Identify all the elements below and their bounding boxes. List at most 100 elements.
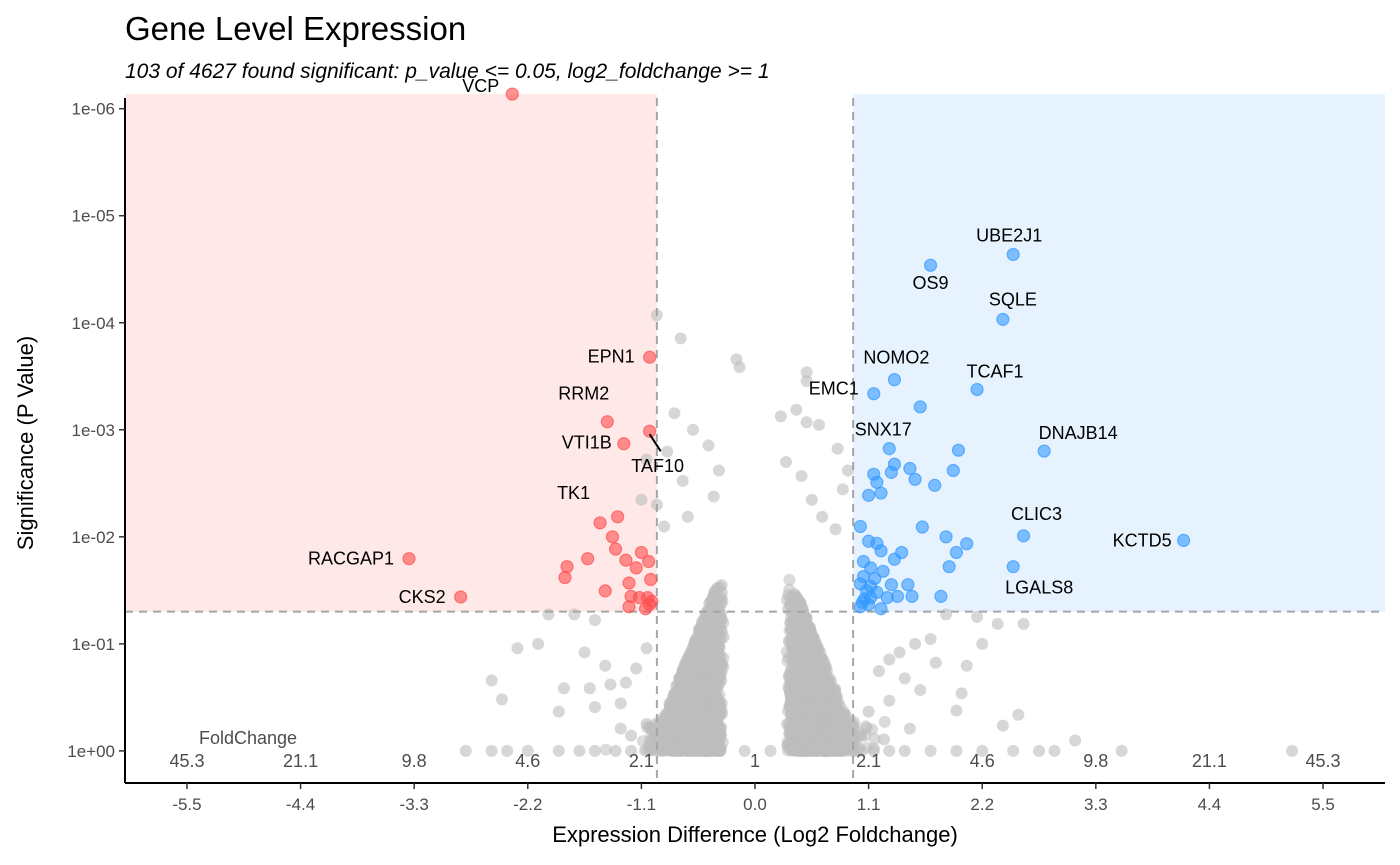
ns-point [705, 623, 718, 636]
gene-label: SQLE [989, 289, 1037, 309]
ns-point [686, 675, 699, 688]
y-tick-label: 1e-05 [72, 207, 115, 226]
foldchange-label: 45.3 [1306, 751, 1341, 771]
up-point [874, 544, 888, 558]
ns-point [1048, 744, 1061, 757]
gene-label: OS9 [913, 273, 949, 293]
down-point [634, 545, 648, 560]
ns-point [872, 665, 885, 678]
ns-point [459, 744, 472, 757]
ns-point [712, 648, 725, 661]
gene-label: NOMO2 [863, 348, 929, 368]
up-point [853, 600, 867, 614]
down-point [558, 570, 572, 585]
ns-point [614, 722, 627, 735]
ns-point [712, 464, 725, 477]
ns-point [976, 744, 989, 757]
ns-point [1286, 744, 1299, 757]
ns-point [774, 410, 787, 423]
ns-point [661, 714, 674, 727]
gene-label: DNAJB14 [1039, 423, 1118, 443]
ns-point [836, 483, 849, 496]
ns-point [764, 744, 777, 757]
ns-point [816, 510, 829, 523]
ns-point [557, 682, 570, 695]
up-point [1006, 247, 1020, 262]
down-point [560, 560, 574, 574]
up-point [862, 488, 876, 502]
ns-point [924, 632, 937, 645]
up-point [915, 520, 929, 534]
ns-point [810, 661, 823, 674]
ns-point [779, 456, 792, 469]
ns-point [996, 719, 1009, 732]
down-point [622, 576, 636, 590]
up-point [1006, 560, 1020, 574]
ns-point [619, 676, 632, 689]
y-tick-label: 1e-01 [72, 635, 115, 654]
up-point [901, 578, 915, 592]
not-significant-points [459, 309, 1299, 757]
gene-label: SNX17 [855, 420, 912, 440]
up-point [913, 400, 927, 414]
up-point [939, 530, 953, 544]
ns-point [790, 613, 803, 626]
ns-point [714, 609, 727, 622]
ns-point [658, 520, 671, 533]
ns-point [794, 744, 807, 757]
up-point [949, 545, 963, 560]
x-tick-label: -1.1 [627, 795, 656, 814]
ns-point [831, 442, 844, 455]
ns-point [803, 647, 816, 660]
y-tick-label: 1e-06 [72, 100, 115, 119]
ns-point [679, 732, 692, 745]
x-tick-label: -4.4 [286, 795, 315, 814]
ns-point [674, 684, 687, 697]
ns-point [806, 684, 819, 697]
ns-point [640, 453, 653, 466]
ns-point [588, 614, 601, 627]
up-point [880, 591, 894, 605]
ns-point [588, 701, 601, 714]
gene-label: LGALS8 [1005, 578, 1073, 598]
down-point [638, 602, 653, 616]
ns-point [797, 661, 810, 674]
foldchange-label: 2.1 [629, 751, 654, 771]
ns-point [588, 744, 601, 757]
ns-point [733, 361, 746, 374]
ns-point [708, 700, 721, 713]
up-point [1037, 444, 1051, 458]
ns-point [817, 678, 830, 691]
ns-point [878, 715, 891, 728]
ns-point [796, 727, 809, 740]
ns-point [816, 722, 829, 735]
foldchange-label: 2.1 [856, 751, 881, 771]
down-point [581, 552, 595, 566]
up-point [853, 519, 867, 534]
chart-title: Gene Level Expression [125, 10, 466, 47]
down-point [622, 600, 636, 614]
y-tick-label: 1e-03 [72, 421, 115, 440]
ns-point [699, 642, 712, 655]
ns-point [532, 637, 545, 650]
ns-point [552, 705, 565, 718]
x-tick-label: 2.2 [970, 795, 994, 814]
gene-label: TCAF1 [967, 361, 1024, 381]
significance-regions [125, 94, 1385, 612]
x-axis-title: Expression Difference (Log2 Foldchange) [552, 822, 958, 847]
ns-point [848, 716, 861, 729]
ns-point [630, 662, 643, 675]
ns-point [783, 573, 796, 586]
foldchange-label: 9.8 [402, 751, 427, 771]
x-tick-label: 1.1 [857, 795, 881, 814]
ns-point [1012, 708, 1025, 721]
ns-point [795, 682, 808, 695]
ns-point [692, 696, 705, 709]
up-point [874, 602, 888, 616]
ns-point [960, 659, 973, 672]
gene-label: RRM2 [558, 384, 609, 404]
ns-point [687, 423, 700, 436]
ns-point [971, 610, 984, 623]
ns-point [883, 744, 896, 757]
ns-point [825, 740, 838, 753]
